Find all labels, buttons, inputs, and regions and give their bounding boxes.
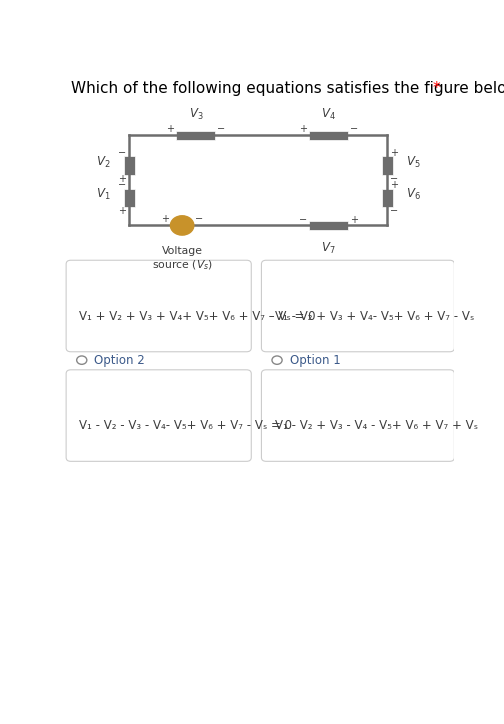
FancyBboxPatch shape [176,131,215,140]
FancyBboxPatch shape [66,260,251,352]
Text: Option 1: Option 1 [289,353,340,366]
FancyBboxPatch shape [309,131,348,140]
Circle shape [170,216,194,235]
Text: +: + [350,214,358,224]
Text: $V_5$: $V_5$ [406,154,420,169]
Text: $V_2$: $V_2$ [96,154,111,169]
Text: −: − [195,214,203,224]
FancyBboxPatch shape [262,370,455,461]
Text: *: * [432,81,440,96]
Text: +: + [390,148,398,158]
Text: Voltage
source ($V_s$): Voltage source ($V_s$) [152,246,213,272]
Text: −: − [118,180,127,190]
Text: V₁ - V₂ - V₃ - V₄- V₅+ V₆ + V₇ - Vₛ = 0: V₁ - V₂ - V₃ - V₄- V₅+ V₆ + V₇ - Vₛ = 0 [80,419,292,432]
Text: −: − [390,174,398,184]
Text: Which of the following equations satisfies the figure below?: Which of the following equations satisfi… [71,81,504,96]
Text: V₁ - V₂ + V₃ - V₄ - V₅+ V₆ + V₇ + Vₛ: V₁ - V₂ + V₃ - V₄ - V₅+ V₆ + V₇ + Vₛ [275,419,478,432]
Text: +: + [161,214,169,224]
FancyBboxPatch shape [124,189,135,207]
Text: V₁ - V₂ + V₃ + V₄- V₅+ V₆ + V₇ - Vₛ: V₁ - V₂ + V₃ + V₄- V₅+ V₆ + V₇ - Vₛ [275,310,474,323]
Text: V₁ + V₂ + V₃ + V₄+ V₅+ V₆ + V₇ – Vₛ = 0: V₁ + V₂ + V₃ + V₄+ V₅+ V₆ + V₇ – Vₛ = 0 [80,310,316,323]
Text: −: − [299,214,307,224]
Circle shape [77,356,87,364]
Circle shape [272,356,282,364]
Text: +: + [299,125,307,135]
Text: −: − [118,148,127,158]
FancyBboxPatch shape [66,370,251,461]
FancyBboxPatch shape [124,156,135,175]
Text: −: − [390,206,398,216]
Text: Option 2: Option 2 [94,353,145,366]
Text: +: + [390,180,398,190]
Text: −: − [217,125,225,135]
Text: +: + [118,174,127,184]
Text: +: + [166,125,174,135]
FancyBboxPatch shape [309,221,348,230]
Text: +: + [118,206,127,216]
FancyBboxPatch shape [382,189,393,207]
Text: $V_3$: $V_3$ [188,107,203,122]
Text: $V_4$: $V_4$ [321,107,336,122]
Text: $V_1$: $V_1$ [96,187,111,202]
Text: $V_7$: $V_7$ [322,241,336,256]
Text: −: − [350,125,358,135]
FancyBboxPatch shape [262,260,455,352]
FancyBboxPatch shape [382,156,393,175]
Text: $V_6$: $V_6$ [406,187,421,202]
